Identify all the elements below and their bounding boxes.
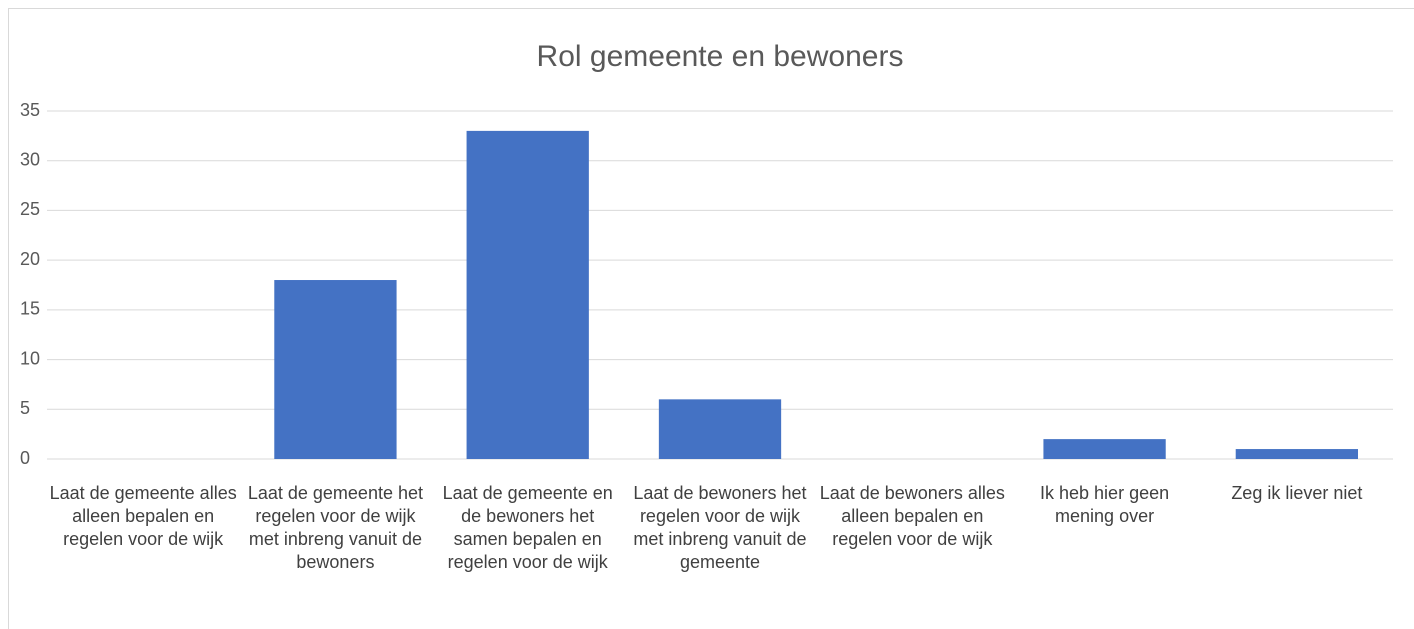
chart-title: Rol gemeente en bewoners bbox=[537, 40, 904, 73]
y-tick-label: 0 bbox=[20, 448, 30, 468]
x-tick-label: Ik heb hier geen mening over bbox=[1040, 483, 1170, 526]
y-tick-label: 5 bbox=[20, 398, 30, 418]
y-tick-label: 35 bbox=[20, 100, 40, 120]
bar bbox=[1235, 449, 1359, 459]
y-tick-label: 25 bbox=[20, 199, 40, 219]
y-tick-label: 30 bbox=[20, 149, 40, 169]
y-tick-label: 20 bbox=[20, 249, 40, 269]
x-tick-label: Laat de gemeente alles alleen bepalen en… bbox=[49, 483, 237, 549]
x-tick-label: Laat de gemeente en de bewoners het same… bbox=[442, 483, 613, 572]
bar bbox=[274, 280, 397, 459]
x-tick-label: Laat de bewoners het regelen voor de wij… bbox=[633, 483, 807, 572]
bar bbox=[1043, 439, 1166, 459]
bar bbox=[466, 130, 589, 459]
x-tick-label: Laat de gemeente het regelen voor de wij… bbox=[247, 483, 423, 572]
y-tick-label: 15 bbox=[20, 299, 40, 319]
chart-border bbox=[8, 8, 1414, 629]
x-tick-label: Laat de bewoners alles alleen bepalen en… bbox=[819, 483, 1005, 549]
x-tick-label: Zeg ik liever niet bbox=[1231, 483, 1363, 503]
y-tick-label: 10 bbox=[20, 348, 40, 368]
bar bbox=[658, 399, 782, 459]
